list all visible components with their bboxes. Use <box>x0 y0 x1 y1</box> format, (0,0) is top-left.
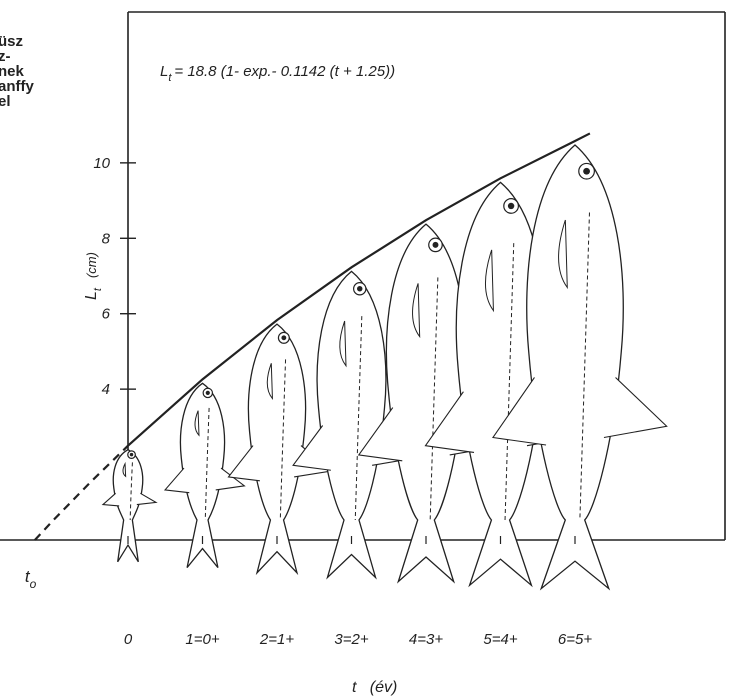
x-axis-label: t (év) <box>352 679 397 696</box>
fish-fin <box>215 467 246 491</box>
fish-body <box>179 382 226 569</box>
y-label-unit: (cm) <box>84 252 99 278</box>
y-label-sub: t <box>92 287 104 291</box>
fish-fin <box>136 492 158 506</box>
corner-text: anffy <box>0 78 34 95</box>
t0-label: to <box>25 567 37 591</box>
fish-pupil <box>432 241 439 248</box>
fish-fin <box>424 391 475 454</box>
fish-pectoral <box>122 461 127 478</box>
x-tick-label: 6=5+ <box>558 631 592 648</box>
x-tick-label: 5=4+ <box>483 631 517 648</box>
corner-text: nek <box>0 63 25 80</box>
formula: Lt = 18.8 (1- exp.- 0.1142 (t + 1.25)) <box>160 63 395 84</box>
fish-pectoral <box>558 219 568 290</box>
fish-body <box>526 144 624 591</box>
t0-sub: o <box>30 577 37 591</box>
fish-pectoral <box>194 410 200 437</box>
fish-pupil <box>129 452 134 457</box>
fish-pectoral <box>484 249 494 313</box>
fish-lateral-line <box>429 277 439 521</box>
x-tick-label: 0 <box>124 631 133 648</box>
fish-pupil <box>583 167 590 175</box>
fish-body <box>247 323 307 576</box>
fish-pectoral <box>412 283 421 339</box>
y-tick-label: 8 <box>102 230 111 247</box>
corner-text: üsz <box>0 33 23 50</box>
fish-lateral-line <box>579 212 590 521</box>
x-tick-label: 4=3+ <box>409 631 443 648</box>
y-tick-label: 10 <box>93 155 110 172</box>
t0-main: t <box>25 567 31 586</box>
fish-lateral-line <box>129 462 133 521</box>
fish-fin <box>227 445 260 482</box>
growth-curve <box>127 132 591 447</box>
formula-sub: t <box>168 72 172 84</box>
fish-fin <box>292 425 331 471</box>
fish-pectoral <box>339 320 347 368</box>
fish-drawings <box>101 144 668 591</box>
x-tick-label: 2=1+ <box>259 631 294 648</box>
formula-lhs: L <box>160 63 168 80</box>
fish-body <box>316 270 387 580</box>
fish-body <box>385 223 467 584</box>
formula-rhs: = 18.8 (1- exp.- 0.1142 (t + 1.25)) <box>174 63 395 80</box>
fish-fin <box>163 467 190 494</box>
corner-text: el <box>0 93 11 110</box>
fish-fin <box>603 377 668 439</box>
fish-pupil <box>281 335 287 341</box>
fish-fin <box>357 407 403 462</box>
fish-pupil <box>205 390 210 396</box>
y-tick-label: 6 <box>102 306 111 323</box>
fish-pupil <box>507 202 515 210</box>
x-tick-label: 3=2+ <box>334 631 368 648</box>
fish-lateral-line <box>204 407 210 521</box>
fish-fin <box>101 492 120 507</box>
x-tick-label: 1=0+ <box>185 631 219 648</box>
y-tick-label: 4 <box>102 381 110 398</box>
y-label-main: L <box>83 291 100 300</box>
fish-fin <box>492 377 547 446</box>
corner-text: z- <box>0 48 11 65</box>
fish-body <box>112 448 144 563</box>
fish-lateral-line <box>504 243 515 521</box>
fish-lateral-line <box>279 359 287 521</box>
fish-pectoral <box>266 363 273 401</box>
fish-pupil <box>357 286 363 292</box>
y-axis-label: Lt (cm) <box>83 252 104 300</box>
